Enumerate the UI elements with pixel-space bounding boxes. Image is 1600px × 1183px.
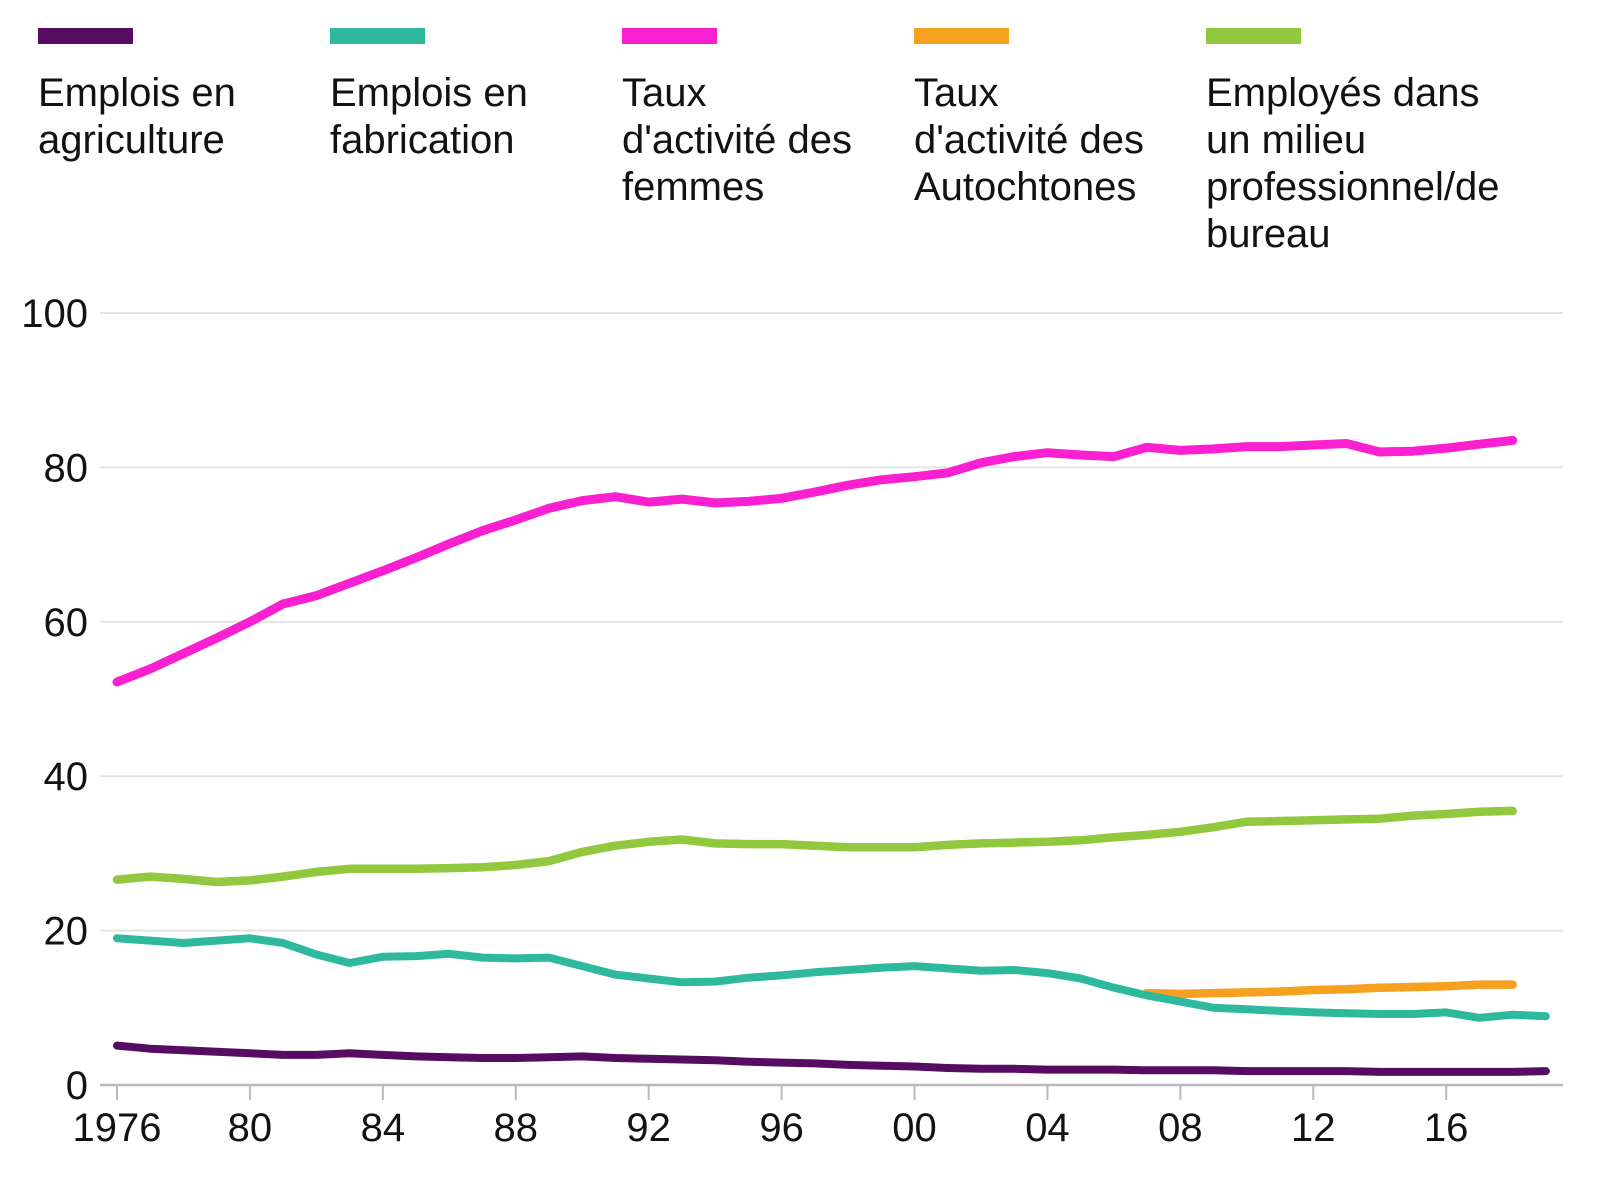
line-agriculture <box>113 1041 1550 1076</box>
line-femmes <box>112 435 1518 687</box>
legend-label-line: Taux <box>914 71 999 115</box>
legend-label-line: fabrication <box>330 118 515 162</box>
legend-label-line: femmes <box>622 165 765 209</box>
chart-legend: Emplois en agriculture Emplois en fabricati… <box>0 0 1600 280</box>
x-axis-label-1988: 88 <box>494 1106 539 1150</box>
legend-item-autochtones: Taux d'activité des Autochtones <box>914 28 1166 211</box>
legend-item-femmes: Taux d'activité des femmes <box>622 28 874 211</box>
legend-item-fabrication: Emplois en fabrication <box>330 28 582 164</box>
legend-label-femmes: Taux d'activité des femmes <box>622 70 874 211</box>
x-axis-label-1996: 96 <box>759 1106 804 1150</box>
legend-swatch-autochtones <box>914 28 1009 44</box>
legend-label-line: Autochtones <box>914 165 1137 209</box>
x-axis-label-1980: 80 <box>228 1106 273 1150</box>
line-fabrication <box>113 934 1550 1022</box>
line-bureau <box>112 806 1517 887</box>
legend-swatch-femmes <box>622 28 717 44</box>
x-axis-label-1976: 1976 <box>73 1106 162 1150</box>
x-axis-label-2000: 00 <box>892 1106 937 1150</box>
legend-label-line: un milieu <box>1206 118 1367 162</box>
legend-swatch-bureau <box>1206 28 1301 44</box>
legend-swatch-fabrication <box>330 28 425 44</box>
legend-label-autochtones: Taux d'activité des Autochtones <box>914 70 1166 211</box>
x-axis-label-1984: 84 <box>361 1106 406 1150</box>
legend-label-line: d'activité des <box>914 118 1144 162</box>
x-axis-label-2012: 12 <box>1291 1106 1336 1150</box>
legend-label-line: agriculture <box>38 118 225 162</box>
legend-label-fabrication: Emplois en fabrication <box>330 70 582 164</box>
line-autochtones <box>1142 980 1517 999</box>
legend-label-bureau: Employés dans un milieu professionnel/de bu… <box>1206 70 1500 258</box>
legend-item-agriculture: Emplois en agriculture <box>38 28 290 164</box>
y-axis-label-40: 40 <box>44 755 89 799</box>
x-axis-label-2004: 04 <box>1025 1106 1070 1150</box>
legend-label-agriculture: Emplois en agriculture <box>38 70 290 164</box>
x-axis-label-1992: 92 <box>626 1106 671 1150</box>
y-axis-label-80: 80 <box>44 446 89 490</box>
legend-label-line: professionnel/de <box>1206 165 1500 209</box>
legend-label-line: Taux <box>622 71 707 115</box>
x-axis-label-2016: 16 <box>1424 1106 1469 1150</box>
legend-label-line: Emplois en <box>38 71 236 115</box>
legend-item-bureau: Employés dans un milieu professionnel/de bu… <box>1206 28 1500 258</box>
y-axis-label-100: 100 <box>21 292 88 336</box>
y-axis-label-0: 0 <box>66 1064 88 1108</box>
legend-label-line: Employés dans <box>1206 71 1480 115</box>
x-axis-label-2008: 08 <box>1158 1106 1203 1150</box>
legend-label-line: d'activité des <box>622 118 852 162</box>
legend-label-line: Emplois en <box>330 71 528 115</box>
legend-swatch-agriculture <box>38 28 133 44</box>
y-axis-label-60: 60 <box>44 601 89 645</box>
legend-label-line: bureau <box>1206 212 1331 256</box>
y-axis-label-20: 20 <box>44 910 89 954</box>
